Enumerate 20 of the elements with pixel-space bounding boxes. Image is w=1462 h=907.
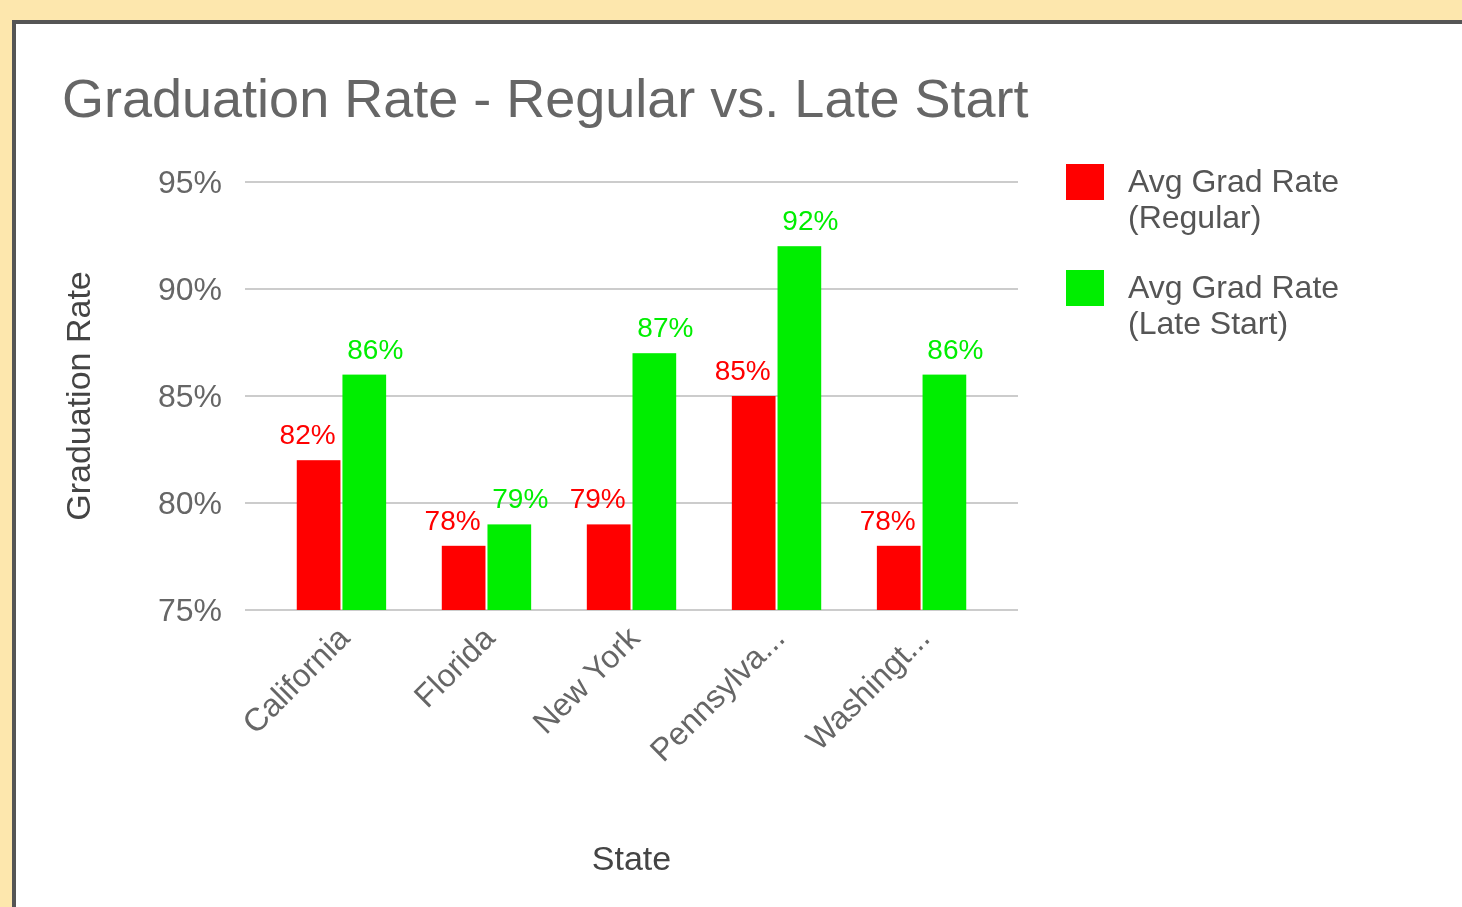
y-axis-title: Graduation Rate [59, 271, 97, 521]
data-label: 79% [569, 483, 626, 515]
legend-label: Avg Grad Rate (Late Start) [1128, 269, 1340, 341]
data-label: 78% [424, 504, 481, 536]
y-tick-label: 80% [157, 485, 222, 522]
y-tick-label: 90% [157, 271, 222, 308]
y-tick-label: 75% [157, 592, 222, 629]
chart-title: Graduation Rate - Regular vs. Late Start [62, 68, 1029, 128]
data-label: 86% [347, 333, 404, 365]
data-label: 86% [927, 333, 984, 365]
x-axis-title: State [591, 839, 672, 877]
data-label: 87% [637, 312, 694, 344]
data-label: 92% [782, 205, 839, 237]
y-tick-label: 95% [157, 164, 222, 201]
data-label: 85% [714, 355, 771, 386]
data-label: 78% [859, 504, 916, 536]
data-label: 82% [279, 419, 336, 451]
legend-label: Avg Grad Rate (Regular) [1128, 163, 1340, 235]
y-tick-label: 85% [157, 378, 222, 415]
data-label: 79% [492, 483, 549, 515]
